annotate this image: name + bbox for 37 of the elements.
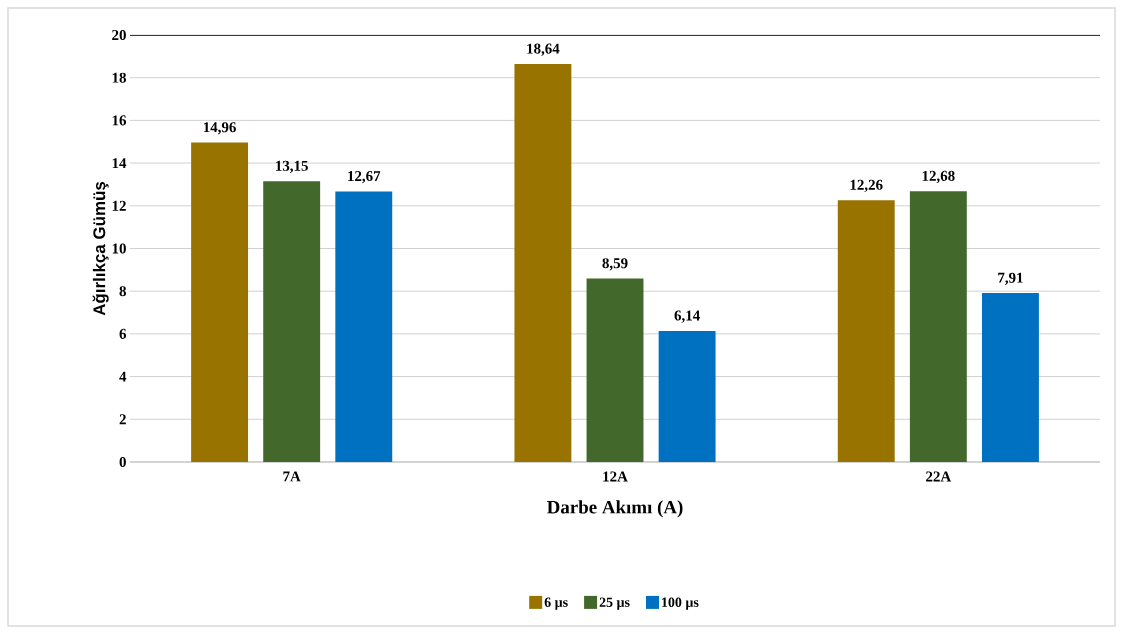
data-label: 7,91 bbox=[998, 272, 1023, 285]
y-tick-label: 2 bbox=[119, 414, 126, 425]
x-axis-title: Darbe Akımı (A) bbox=[546, 500, 683, 518]
y-tick-label: 16 bbox=[112, 115, 127, 126]
data-label: 8,59 bbox=[602, 258, 628, 271]
legend-label: 100 µs bbox=[662, 597, 699, 610]
y-tick-label: 10 bbox=[112, 243, 126, 254]
data-label: 12,68 bbox=[922, 170, 955, 184]
bar bbox=[981, 293, 1039, 462]
legend-label: 25 µs bbox=[599, 597, 630, 610]
y-tick-label: 4 bbox=[119, 371, 127, 382]
y-tick-label: 14 bbox=[112, 158, 127, 169]
bar bbox=[909, 191, 967, 462]
data-label: 6,14 bbox=[674, 310, 700, 323]
y-tick-label: 8 bbox=[119, 286, 126, 297]
y-axis-title: Ağırlıkça Gümüş bbox=[92, 181, 109, 316]
bar bbox=[335, 191, 393, 462]
data-label: 18,64 bbox=[527, 43, 560, 56]
y-tick-label: 6 bbox=[119, 328, 127, 339]
data-label: 13,15 bbox=[276, 160, 308, 174]
x-tick-label: 7A bbox=[283, 471, 301, 482]
bar bbox=[586, 278, 644, 462]
bar bbox=[837, 200, 895, 462]
legend-label: 6 µs bbox=[544, 597, 568, 610]
y-tick-label: 20 bbox=[112, 29, 126, 41]
bar bbox=[514, 64, 572, 462]
data-label: 12,67 bbox=[348, 171, 381, 184]
bar bbox=[263, 181, 321, 462]
bar bbox=[658, 330, 716, 462]
x-tick-label: 22A bbox=[926, 471, 952, 482]
y-tick-label: 12 bbox=[112, 200, 126, 211]
bar bbox=[191, 142, 249, 462]
x-tick-label: 12A bbox=[603, 471, 628, 482]
data-label: 14,96 bbox=[203, 122, 236, 135]
y-tick-label: 18 bbox=[112, 72, 126, 83]
data-label: 12,26 bbox=[850, 179, 883, 193]
y-tick-label: 0 bbox=[119, 456, 126, 468]
